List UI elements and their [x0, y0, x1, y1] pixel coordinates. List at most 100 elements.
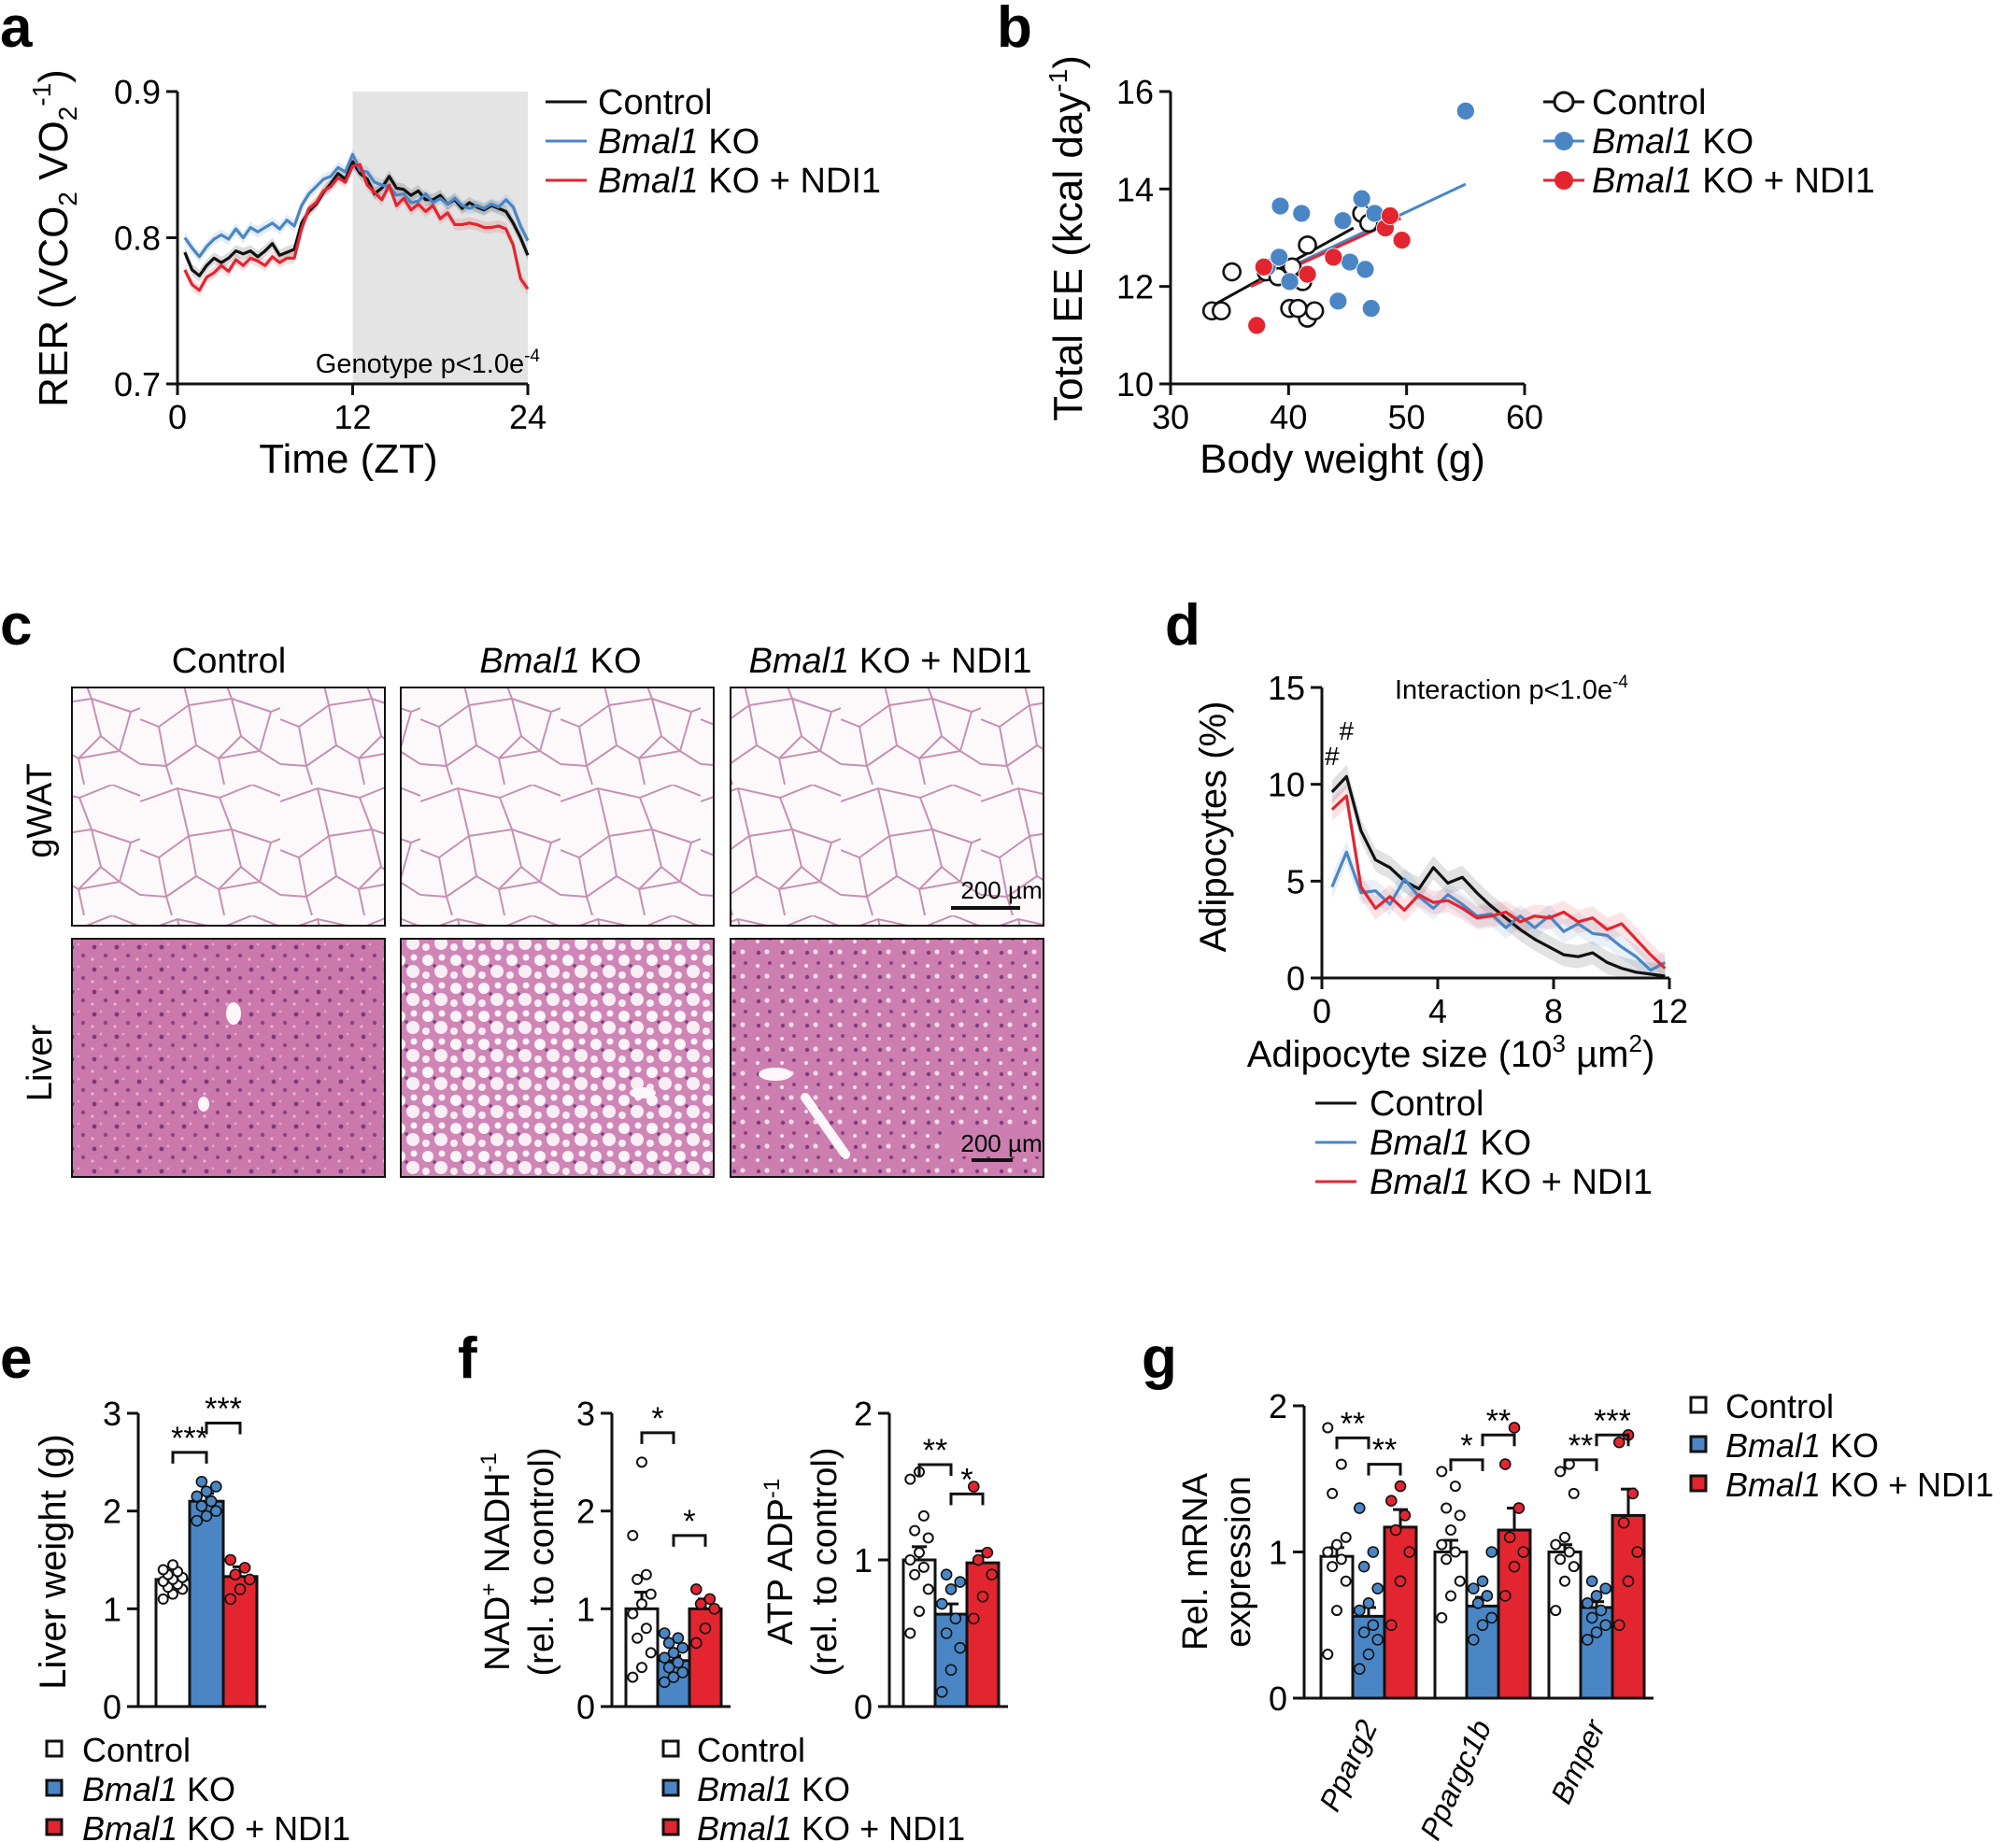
mrna-plot: 012 **** ********Pparg2 Ppargc1b Bmper — [1269, 1387, 1654, 1842]
panel-letter-f: f — [458, 1326, 477, 1391]
point-control — [1304, 301, 1325, 321]
legend-ko-swatch — [661, 1778, 680, 1797]
legend-ko-swatch — [1689, 1435, 1708, 1453]
legend-ndi1-label: Bmal1 KO + NDI1 — [1725, 1466, 1994, 1504]
data-point-control — [1550, 1605, 1562, 1617]
significance-bracket — [1481, 1433, 1516, 1447]
bar-ko — [188, 1499, 225, 1708]
data-point-ko — [667, 1647, 680, 1659]
scale-bar-liver-label: 200 µm — [960, 1129, 1042, 1157]
y-tick-label: 1 — [576, 1590, 595, 1628]
data-point-ko — [1476, 1575, 1489, 1588]
nad-atp-legend: Control Bmal1 KO Bmal1 KO + NDI1 — [661, 1731, 965, 1842]
significance-bracket — [640, 1431, 675, 1444]
legend-ndi1-label: Bmal1 KO + NDI1 — [697, 1809, 965, 1842]
data-point-ko — [1357, 1560, 1370, 1573]
liver-weight-plot: 0 1 2 3 ****** — [103, 1391, 266, 1726]
legend-ndi1-swatch — [45, 1818, 64, 1836]
data-point-ndi1 — [1498, 1590, 1512, 1602]
liver-weight-legend: Control Bmal1 KO Bmal1 KO + NDI1 — [45, 1731, 350, 1842]
data-point-control — [636, 1456, 647, 1468]
point-control — [1222, 262, 1242, 282]
data-point-ko — [954, 1576, 967, 1588]
y-tick-label: 12 — [1116, 268, 1154, 306]
point-ko — [1455, 101, 1475, 120]
y-tick-label: 1 — [1269, 1534, 1287, 1572]
data-point-control — [157, 1593, 169, 1605]
y-tick-label: 2 — [576, 1493, 595, 1531]
y-tick-label: 16 — [1116, 73, 1154, 111]
scale-bar-gwat-label: 200 µm — [960, 876, 1042, 904]
point-ndi1 — [1247, 316, 1267, 335]
data-point-ko — [1362, 1596, 1375, 1609]
y-tick-label: 3 — [576, 1395, 595, 1433]
panel-d: 0 5 10 15 0 4 8 12 ## Adipocytes (%) Adipocyte s… — [1193, 669, 1688, 1202]
vessel — [198, 1097, 209, 1112]
legend-ko-swatch — [45, 1778, 64, 1797]
significance-stars: * — [651, 1401, 663, 1437]
panel-letter-b: b — [997, 0, 1032, 60]
panel-letter-e: e — [0, 1326, 32, 1391]
y-tick-label: 10 — [1116, 365, 1154, 404]
y-tick-label: 15 — [1268, 669, 1305, 707]
x-tick-label: 12 — [1651, 992, 1688, 1030]
data-point-ko — [1595, 1604, 1608, 1617]
legend-control-swatch — [45, 1739, 64, 1758]
data-point-ko — [1362, 1648, 1375, 1661]
data-point-ko — [1357, 1626, 1370, 1638]
data-point-ndi1 — [1503, 1531, 1516, 1544]
bar-ndi1 — [965, 1561, 1001, 1708]
data-point-ko — [209, 1505, 222, 1517]
data-point-ndi1 — [976, 1590, 989, 1603]
data-point-control — [1436, 1538, 1448, 1551]
data-point-ndi1 — [1394, 1575, 1407, 1588]
series-line-control — [183, 160, 530, 277]
data-point-ko — [1599, 1582, 1612, 1594]
ee-y-label: Total EE (kcal day-1) — [1043, 55, 1091, 421]
col-header-ndi1: Bmal1 KO + NDI1 — [748, 642, 1031, 681]
data-point-ko — [191, 1514, 204, 1527]
data-point-control — [1445, 1524, 1456, 1537]
y-tick-label: 0.9 — [114, 73, 161, 111]
series-band-ko — [1331, 840, 1666, 978]
data-point-control — [1331, 1538, 1342, 1551]
data-point-ndi1 — [1512, 1502, 1526, 1514]
x-tick-label: 0 — [1313, 992, 1331, 1030]
data-point-control — [1335, 1553, 1347, 1566]
data-point-ko — [1581, 1634, 1594, 1646]
y-tick-label: 2 — [1269, 1387, 1287, 1425]
scale-bar-liver-label-bg — [949, 1130, 1039, 1156]
mrna-legend: Control Bmal1 KO Bmal1 KO + NDI1 — [1689, 1387, 1994, 1504]
significance-bracket — [171, 1451, 208, 1464]
legend-ndi1-swatch — [1689, 1474, 1708, 1493]
data-point-control — [1550, 1538, 1562, 1551]
adipocyte-y-label: Adipocytes (%) — [1193, 701, 1234, 953]
histology-liver-control — [71, 938, 386, 1178]
data-point-ko — [1585, 1611, 1598, 1624]
legend-ko-label: Bmal1 KO — [697, 1770, 850, 1808]
data-point-control — [1559, 1531, 1570, 1543]
data-point-ko — [191, 1490, 204, 1503]
legend-ndi1-marker — [1555, 171, 1573, 190]
data-point-control — [1454, 1509, 1466, 1522]
data-point-control — [917, 1509, 930, 1522]
point-ndi1 — [1392, 231, 1412, 250]
data-point-control — [1568, 1561, 1580, 1573]
significance-stars: *** — [205, 1391, 242, 1426]
significance-stars: ** — [923, 1433, 947, 1468]
data-point-ko — [200, 1485, 213, 1498]
data-point-control — [1441, 1553, 1453, 1566]
panel-c: Control Bmal1 KO Bmal1 KO + NDI1 gWAT Li… — [21, 642, 1044, 1178]
data-point-ndi1 — [229, 1568, 242, 1580]
data-point-ndi1 — [238, 1562, 251, 1574]
col-header-control: Control — [172, 642, 287, 681]
data-point-ndi1 — [1612, 1436, 1626, 1449]
significance-stars: *** — [1594, 1403, 1631, 1438]
bar-control — [1433, 1551, 1469, 1700]
significance-stars: * — [960, 1462, 973, 1497]
point-ko — [1365, 204, 1384, 223]
y-tick-label: 5 — [1286, 862, 1305, 900]
rer-legend: Control Bmal1 KO Bmal1 KO + NDI1 — [546, 83, 881, 201]
data-point-ko — [195, 1500, 208, 1512]
